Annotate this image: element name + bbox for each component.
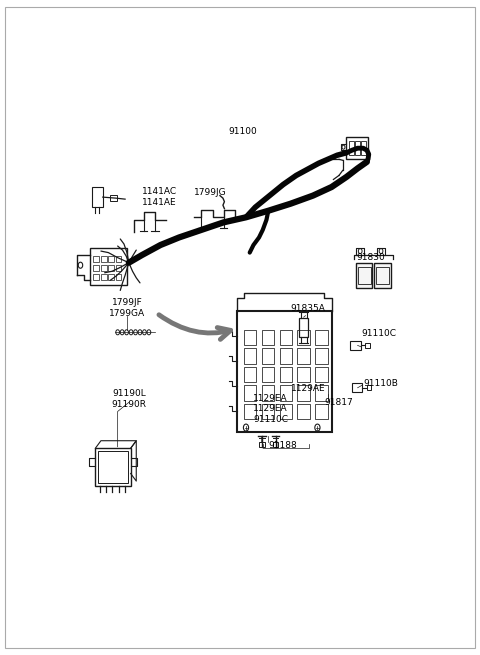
- Text: 91835A: 91835A: [290, 303, 325, 312]
- Bar: [97, 451, 129, 483]
- Bar: [262, 404, 274, 419]
- Bar: [262, 385, 274, 401]
- Bar: [101, 265, 107, 271]
- Bar: [244, 404, 256, 419]
- Text: 91190L
91190R: 91190L 91190R: [111, 389, 146, 409]
- Bar: [90, 248, 127, 286]
- Text: 1129AE: 1129AE: [290, 384, 325, 393]
- Bar: [315, 330, 327, 345]
- Bar: [244, 348, 256, 364]
- Bar: [298, 404, 310, 419]
- Bar: [298, 385, 310, 401]
- Bar: [356, 263, 372, 288]
- Bar: [92, 187, 103, 207]
- Bar: [273, 441, 278, 447]
- Bar: [96, 448, 131, 486]
- Bar: [298, 367, 310, 382]
- FancyArrowPatch shape: [159, 315, 230, 339]
- Bar: [94, 274, 99, 280]
- Bar: [101, 255, 107, 262]
- Bar: [350, 341, 360, 350]
- Bar: [358, 267, 371, 284]
- Bar: [315, 348, 327, 364]
- Text: 91110C: 91110C: [361, 329, 396, 338]
- Bar: [315, 404, 327, 419]
- Bar: [108, 265, 114, 271]
- Bar: [361, 141, 366, 155]
- Bar: [116, 265, 121, 271]
- Bar: [376, 267, 389, 284]
- Bar: [259, 441, 264, 447]
- Bar: [315, 367, 327, 382]
- Bar: [299, 318, 309, 337]
- Bar: [110, 195, 117, 201]
- Bar: [116, 255, 121, 262]
- Bar: [355, 141, 360, 155]
- Bar: [94, 255, 99, 262]
- Bar: [262, 330, 274, 345]
- Text: 1799JF
1799GA: 1799JF 1799GA: [109, 299, 145, 318]
- Bar: [367, 385, 372, 390]
- Bar: [262, 348, 274, 364]
- Bar: [108, 274, 114, 280]
- Bar: [108, 255, 114, 262]
- Text: 1799JG: 1799JG: [194, 187, 227, 196]
- Text: 91110B: 91110B: [363, 379, 398, 388]
- Bar: [244, 330, 256, 345]
- Bar: [280, 385, 292, 401]
- Bar: [237, 310, 332, 432]
- Bar: [347, 137, 368, 159]
- Bar: [280, 330, 292, 345]
- Text: 91817: 91817: [324, 398, 353, 407]
- Bar: [101, 274, 107, 280]
- Text: 1141AC
1141AE: 1141AC 1141AE: [142, 187, 177, 207]
- Bar: [349, 141, 354, 155]
- Bar: [374, 263, 391, 288]
- Bar: [280, 404, 292, 419]
- Bar: [94, 265, 99, 271]
- Bar: [298, 348, 310, 364]
- Text: 91100: 91100: [228, 127, 257, 136]
- Bar: [280, 367, 292, 382]
- Bar: [262, 367, 274, 382]
- Bar: [244, 367, 256, 382]
- Text: 1129EA
1129EA
91110C: 1129EA 1129EA 91110C: [253, 394, 288, 424]
- Text: 91830: 91830: [356, 253, 385, 262]
- Bar: [298, 330, 310, 345]
- Bar: [315, 385, 327, 401]
- Text: 91188: 91188: [269, 441, 298, 450]
- Bar: [365, 343, 370, 348]
- Bar: [116, 274, 121, 280]
- Bar: [352, 383, 362, 392]
- Bar: [244, 385, 256, 401]
- Bar: [280, 348, 292, 364]
